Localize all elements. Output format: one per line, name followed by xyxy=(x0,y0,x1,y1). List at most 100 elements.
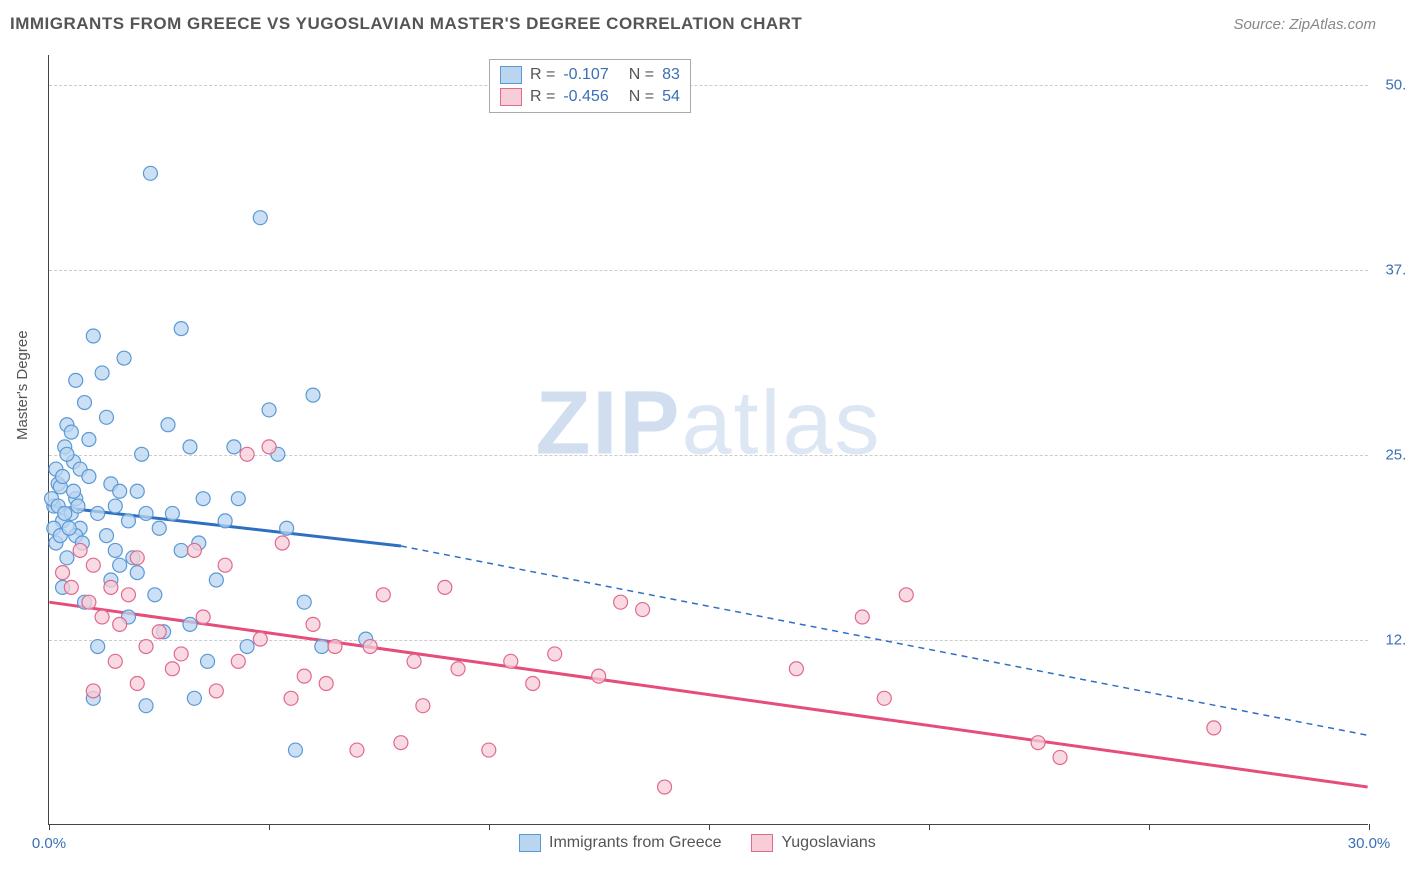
data-point xyxy=(297,595,311,609)
xtick-mark xyxy=(1369,824,1370,830)
scatter-points xyxy=(49,55,1368,824)
data-point xyxy=(69,373,83,387)
data-point xyxy=(275,536,289,550)
data-point xyxy=(592,669,606,683)
data-point xyxy=(82,433,96,447)
n-value-yugoslavians: 54 xyxy=(662,88,680,106)
data-point xyxy=(262,440,276,454)
data-point xyxy=(451,662,465,676)
source-label: Source: ZipAtlas.com xyxy=(1233,16,1376,33)
data-point xyxy=(376,588,390,602)
data-point xyxy=(86,684,100,698)
series-legend: Immigrants from Greece Yugoslavians xyxy=(519,834,876,852)
data-point xyxy=(130,566,144,580)
data-point xyxy=(58,506,72,520)
ytick-label: 37.5% xyxy=(1385,261,1406,278)
legend-item-greece: Immigrants from Greece xyxy=(519,834,721,852)
data-point xyxy=(504,654,518,668)
data-point xyxy=(143,166,157,180)
swatch-yugoslavians xyxy=(500,88,522,106)
data-point xyxy=(328,640,342,654)
data-point xyxy=(196,492,210,506)
swatch-greece xyxy=(500,66,522,84)
data-point xyxy=(227,440,241,454)
data-point xyxy=(1031,736,1045,750)
legend-item-yugoslavians: Yugoslavians xyxy=(751,834,875,852)
data-point xyxy=(1053,750,1067,764)
data-point xyxy=(394,736,408,750)
xtick-mark xyxy=(489,824,490,830)
data-point xyxy=(209,684,223,698)
data-point xyxy=(187,543,201,557)
xtick-label: 30.0% xyxy=(1348,835,1391,852)
data-point xyxy=(56,566,70,580)
data-point xyxy=(99,529,113,543)
data-point xyxy=(284,691,298,705)
data-point xyxy=(187,691,201,705)
data-point xyxy=(91,640,105,654)
data-point xyxy=(196,610,210,624)
data-point xyxy=(636,603,650,617)
data-point xyxy=(152,521,166,535)
data-point xyxy=(60,551,74,565)
data-point xyxy=(416,699,430,713)
data-point xyxy=(174,647,188,661)
data-point xyxy=(86,329,100,343)
n-value-greece: 83 xyxy=(662,66,680,84)
data-point xyxy=(877,691,891,705)
data-point xyxy=(78,396,92,410)
data-point xyxy=(135,447,149,461)
xtick-mark xyxy=(269,824,270,830)
data-point xyxy=(121,514,135,528)
data-point xyxy=(108,499,122,513)
data-point xyxy=(130,677,144,691)
data-point xyxy=(67,484,81,498)
data-point xyxy=(148,588,162,602)
data-point xyxy=(95,366,109,380)
data-point xyxy=(306,617,320,631)
data-point xyxy=(130,551,144,565)
data-point xyxy=(526,677,540,691)
data-point xyxy=(482,743,496,757)
data-point xyxy=(183,617,197,631)
data-point xyxy=(86,558,100,572)
data-point xyxy=(165,506,179,520)
data-point xyxy=(174,322,188,336)
data-point xyxy=(113,484,127,498)
xtick-mark xyxy=(49,824,50,830)
r-label: R = xyxy=(530,66,555,84)
data-point xyxy=(117,351,131,365)
data-point xyxy=(231,654,245,668)
data-point xyxy=(262,403,276,417)
swatch-yugoslavians xyxy=(751,834,773,852)
data-point xyxy=(64,425,78,439)
data-point xyxy=(548,647,562,661)
data-point xyxy=(130,484,144,498)
data-point xyxy=(201,654,215,668)
n-label: N = xyxy=(629,66,654,84)
data-point xyxy=(99,410,113,424)
data-point xyxy=(82,595,96,609)
data-point xyxy=(438,580,452,594)
data-point xyxy=(218,514,232,528)
legend-row-yugoslavians: R = -0.456 N = 54 xyxy=(500,86,680,108)
data-point xyxy=(113,558,127,572)
data-point xyxy=(108,654,122,668)
data-point xyxy=(209,573,223,587)
data-point xyxy=(62,521,76,535)
data-point xyxy=(658,780,672,794)
y-axis-label: Master's Degree xyxy=(14,330,31,440)
data-point xyxy=(789,662,803,676)
r-value-yugoslavians: -0.456 xyxy=(563,88,608,106)
data-point xyxy=(139,506,153,520)
data-point xyxy=(407,654,421,668)
ytick-label: 25.0% xyxy=(1385,446,1406,463)
data-point xyxy=(253,632,267,646)
xtick-label: 0.0% xyxy=(32,835,66,852)
data-point xyxy=(161,418,175,432)
ytick-label: 50.0% xyxy=(1385,76,1406,93)
data-point xyxy=(108,543,122,557)
data-point xyxy=(174,543,188,557)
legend-label: Yugoslavians xyxy=(781,834,875,852)
xtick-mark xyxy=(929,824,930,830)
